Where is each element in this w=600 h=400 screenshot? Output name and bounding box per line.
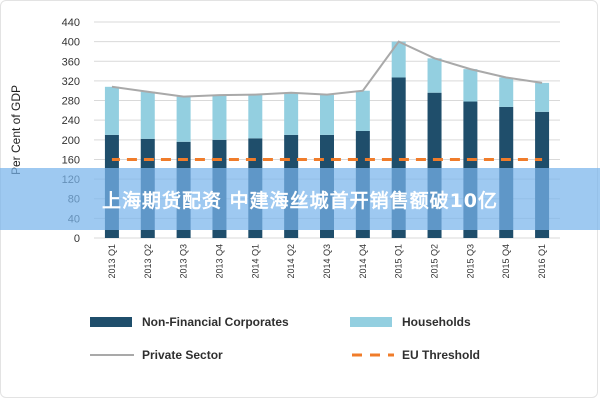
x-tick-label: 2016 Q1 [537,244,547,279]
lines [111,40,543,161]
legend: Non-Financial Corporates Households Privat… [90,315,480,362]
x-tick-label: 2015 Q2 [430,244,440,279]
bar-households [176,96,191,142]
x-tick-label: 2014 Q4 [358,244,368,279]
y-tick-label: 360 [62,56,80,68]
y-tick-label: 280 [62,96,80,108]
x-tick-label: 2014 Q1 [250,244,260,279]
bar-households [284,92,299,135]
bar-households [427,58,442,93]
x-tick-label: 2015 Q3 [465,244,475,279]
bar-households [212,95,227,140]
x-tick-label: 2013 Q1 [107,244,117,279]
y-tick-label: 400 [62,37,80,49]
overlay-banner: 上海期货配资 中建海丝城首开销售额破10亿 [0,168,600,230]
x-tick-label: 2014 Q2 [286,244,296,279]
x-tick-label: 2013 Q2 [143,244,153,279]
bar-households [320,94,334,135]
legend-label-households: Households [402,315,471,329]
bar-households [248,94,263,139]
x-tick-label: 2014 Q3 [322,244,332,279]
y-tick-label: 0 [74,233,80,245]
bar-households [535,82,550,112]
bar-households [104,86,119,135]
x-axis: 2013 Q1 2013 Q2 2013 Q3 2013 Q4 2014 Q1 2014 … [107,244,547,279]
y-axis-label: Per Cent of GDP [9,85,23,175]
bar-households [499,77,514,107]
y-tick-label: 200 [62,135,80,147]
y-tick-label: 320 [62,76,80,88]
legend-label-eu-threshold: EU Threshold [402,348,480,362]
legend-label-non-financial-corporates: Non-Financial Corporates [142,315,289,329]
bar-households [355,90,370,131]
y-tick-label: 440 [62,17,80,29]
y-tick-label: 160 [62,154,80,166]
x-tick-label: 2013 Q4 [214,244,224,279]
bar-households [463,69,478,102]
legend-swatch-households [350,317,392,327]
legend-label-private-sector: Private Sector [142,348,223,362]
line-private-sector [111,40,543,98]
legend-swatch-non-financial-corporates [90,317,132,327]
y-tick-label: 240 [62,115,80,127]
x-tick-label: 2015 Q4 [501,244,511,279]
bar-households [391,41,406,78]
banner-text: 上海期货配资 中建海丝城首开销售额破10亿 [101,189,499,212]
bar-households [140,91,155,139]
x-tick-label: 2015 Q1 [394,244,404,279]
x-tick-label: 2013 Q3 [179,244,189,279]
